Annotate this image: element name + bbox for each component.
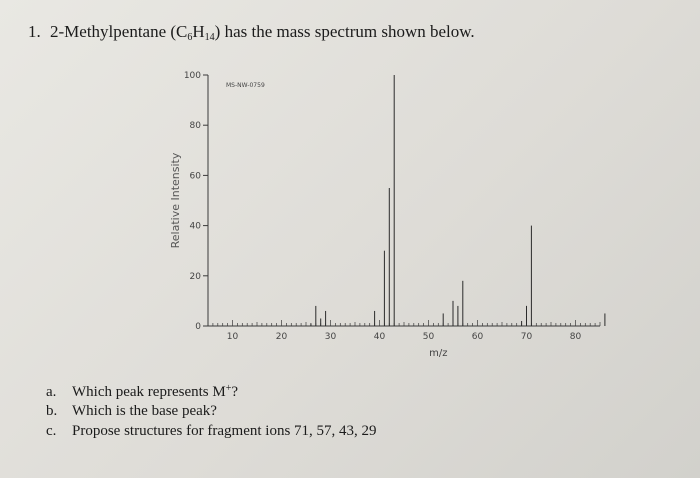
formula-hydrogen-subscript: 14 [204, 32, 215, 43]
part-c: c. Propose structures for fragment ions 7… [46, 423, 377, 443]
part-c-text: Propose structures for fragment ions 71,… [72, 423, 377, 439]
x-tick-label: 30 [325, 332, 337, 342]
question-name: 2-Methylpentane (C [50, 22, 188, 41]
y-axis-label: Relative Intensity [169, 152, 182, 248]
mass-spectrum-svg: 0 20 40 60 80 100 10 20 30 40 50 60 70 80 m/z Relative … [169, 71, 606, 359]
formula-carbon-subscript: 6 [187, 32, 193, 43]
part-a-letter: a. [46, 384, 57, 400]
y-tick-label: 80 [190, 121, 202, 131]
x-tick-label: 60 [472, 332, 484, 342]
part-c-letter: c. [46, 423, 57, 439]
spectrum-code-label: MS-NW-0759 [226, 82, 265, 89]
part-b-letter: b. [46, 403, 58, 419]
formula-hydrogen: H [192, 22, 205, 41]
x-axis-label: m/z [429, 348, 447, 359]
question-title: 1. 2-Methylpentane (C6H14) has the mass s… [28, 22, 475, 43]
part-b-text: Which is the base peak? [72, 403, 217, 419]
question-parts: a. Which peak represents M+? b. Which is t… [46, 383, 377, 443]
question-tail: ) has the mass spectrum shown below. [214, 22, 475, 41]
part-a-text: Which peak represents M [72, 384, 226, 400]
x-tick-label: 10 [227, 332, 239, 342]
part-a-superscript: + [225, 383, 232, 394]
part-b: b. Which is the base peak? [46, 403, 377, 423]
x-tick-label: 80 [570, 332, 582, 342]
y-tick-label: 0 [195, 322, 201, 332]
part-a: a. Which peak represents M+? [46, 383, 377, 403]
part-a-text-after: ? [231, 384, 239, 400]
x-tick-label: 20 [276, 332, 288, 342]
x-tick-label: 40 [374, 332, 386, 342]
y-tick-label: 100 [184, 71, 201, 81]
x-tick-label: 70 [521, 332, 533, 342]
y-tick-label: 40 [190, 222, 202, 232]
y-tick-label: 60 [190, 171, 202, 181]
x-tick-label: 50 [423, 332, 435, 342]
question-number: 1. [28, 22, 41, 41]
mass-spectrum-chart: 0 20 40 60 80 100 10 20 30 40 50 60 70 80 m/z Relative … [150, 58, 620, 378]
y-tick-label: 20 [190, 272, 202, 282]
